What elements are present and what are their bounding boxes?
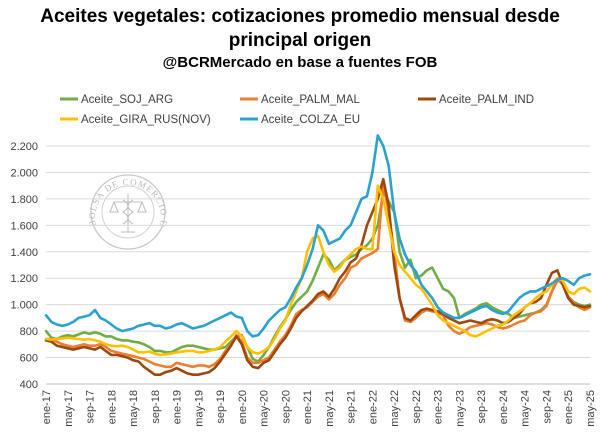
- y-tick-label: 1.600: [10, 220, 38, 232]
- x-tick-label: may-23: [454, 390, 466, 427]
- y-tick-label: 2.200: [10, 141, 38, 153]
- y-tick-label: 1.000: [10, 300, 38, 312]
- y-tick-label: 400: [20, 379, 38, 391]
- x-tick-label: ene-20: [237, 390, 249, 424]
- legend-label: Aceite_SOJ_ARG: [81, 94, 173, 106]
- x-tick-label: ene-21: [302, 390, 314, 424]
- x-tick-label: may-18: [128, 390, 140, 427]
- x-tick-label: sep-19: [215, 390, 227, 424]
- x-tick-label: may-22: [389, 390, 401, 427]
- x-tick-label: sep-23: [476, 390, 488, 424]
- legend-label: Aceite_GIRA_RUS(NOV): [81, 114, 211, 126]
- y-tick-label: 2.000: [10, 167, 38, 179]
- series-line-aceite-soj-arg: [44, 191, 592, 363]
- x-tick-label: may-20: [259, 390, 271, 427]
- x-tick-label: may-17: [63, 390, 75, 427]
- x-tick-label: sep-24: [541, 390, 553, 424]
- x-tick-label: ene-19: [172, 390, 184, 424]
- y-tick-label: 800: [20, 326, 38, 338]
- y-tick-label: 1.200: [10, 273, 38, 285]
- x-tick-label: may-24: [520, 390, 532, 427]
- x-tick-label: sep-20: [280, 390, 292, 424]
- x-tick-label: sep-22: [411, 390, 423, 424]
- x-tick-label: sep-18: [150, 390, 162, 424]
- chart-title-line-2: principal origen: [228, 30, 372, 51]
- y-tick-label: 1.400: [10, 247, 38, 259]
- caduceus-scales-emblem-icon: [109, 194, 147, 233]
- chart-subtitle: @BCRMercado en base a fuentes FOB: [162, 54, 438, 71]
- x-tick-label: ene-17: [41, 390, 53, 424]
- y-tick-label: 600: [20, 353, 38, 365]
- chart-title-line-1: Aceites vegetales: cotizaciones promedio…: [40, 6, 560, 27]
- series-line-aceite-colza-eu: [44, 134, 592, 338]
- x-tick-label: may-19: [193, 390, 205, 427]
- x-tick-label: ene-22: [367, 390, 379, 424]
- x-tick-label: sep-21: [346, 390, 358, 424]
- series-line-aceite-gira-rus-nov-: [44, 184, 592, 357]
- x-tick-label: ene-25: [563, 390, 575, 424]
- legend-label: Aceite_PALM_MAL: [261, 94, 360, 106]
- x-tick-label: sep-17: [85, 390, 97, 424]
- x-tick-label: ene-18: [106, 390, 118, 424]
- series-lines: [44, 134, 592, 377]
- x-axis: ene-17 may-17 sep-17 ene-18 may-18 sep-18 ene-…: [41, 383, 597, 427]
- legend-label: Aceite_PALM_IND: [439, 94, 534, 106]
- x-tick-label: ene-23: [433, 390, 445, 424]
- x-tick-label: may-25: [585, 390, 597, 427]
- x-tick-label: may-21: [324, 390, 336, 427]
- series-line-aceite-palm-mal: [44, 181, 592, 369]
- y-tick-label: 1.800: [10, 194, 38, 206]
- x-tick-label: ene-24: [498, 390, 510, 424]
- series-line-aceite-palm-ind: [44, 177, 592, 377]
- legend-label: Aceite_COLZA_EU: [261, 114, 360, 126]
- y-axis: 400 600 800 1.000 1.200 1.400 1.600 1.800 2.000 2…: [10, 141, 38, 391]
- chart-legend: Aceite_SOJ_ARG Aceite_PALM_MAL Aceite_PALM…: [60, 94, 534, 126]
